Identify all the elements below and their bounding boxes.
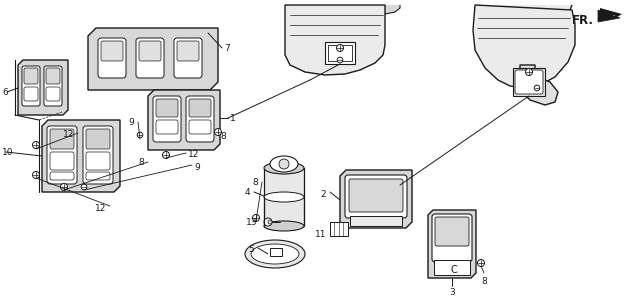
Text: 12: 12	[63, 130, 74, 139]
FancyBboxPatch shape	[156, 99, 178, 117]
FancyBboxPatch shape	[46, 68, 60, 84]
Polygon shape	[42, 120, 120, 192]
Ellipse shape	[251, 244, 299, 264]
Bar	[328, 45, 352, 61]
Polygon shape	[18, 60, 68, 115]
Text: 8: 8	[252, 178, 258, 187]
FancyBboxPatch shape	[101, 41, 123, 61]
FancyBboxPatch shape	[139, 41, 161, 61]
Text: 3: 3	[449, 288, 455, 297]
FancyBboxPatch shape	[47, 126, 77, 184]
Bar	[325, 42, 355, 64]
Circle shape	[337, 57, 343, 63]
Polygon shape	[473, 5, 575, 88]
Text: 5: 5	[248, 245, 254, 254]
Text: 11: 11	[314, 230, 326, 239]
Circle shape	[137, 132, 143, 138]
Ellipse shape	[245, 240, 305, 268]
FancyBboxPatch shape	[153, 96, 181, 142]
FancyBboxPatch shape	[435, 217, 469, 246]
Circle shape	[253, 214, 259, 221]
FancyBboxPatch shape	[177, 41, 199, 61]
Bar	[350, 216, 402, 226]
FancyBboxPatch shape	[44, 66, 62, 106]
Polygon shape	[148, 90, 220, 150]
Circle shape	[279, 159, 289, 169]
Text: 6: 6	[2, 88, 8, 97]
Text: 2: 2	[321, 190, 326, 199]
Bar	[270, 248, 282, 256]
FancyBboxPatch shape	[136, 38, 164, 78]
FancyBboxPatch shape	[186, 96, 214, 142]
Circle shape	[81, 184, 87, 190]
Text: 7: 7	[224, 44, 230, 53]
Polygon shape	[478, 5, 572, 32]
Text: 1: 1	[230, 114, 236, 123]
Bar	[513, 68, 545, 96]
Polygon shape	[290, 5, 400, 18]
FancyBboxPatch shape	[349, 179, 403, 212]
Text: C: C	[451, 265, 458, 275]
Circle shape	[33, 141, 40, 148]
FancyBboxPatch shape	[174, 38, 202, 78]
Text: 8: 8	[481, 277, 487, 286]
Text: 9: 9	[194, 163, 200, 172]
Bar	[330, 222, 348, 236]
Ellipse shape	[264, 162, 304, 174]
Polygon shape	[285, 5, 385, 75]
Polygon shape	[600, 8, 622, 19]
Text: 8: 8	[138, 158, 144, 167]
Text: 9: 9	[128, 118, 134, 127]
FancyBboxPatch shape	[98, 38, 126, 78]
Text: 8: 8	[220, 132, 226, 141]
Circle shape	[61, 184, 67, 191]
Text: 4: 4	[244, 188, 250, 197]
Circle shape	[33, 172, 40, 179]
FancyBboxPatch shape	[432, 214, 472, 262]
Polygon shape	[340, 170, 412, 228]
Bar	[264, 168, 304, 226]
Circle shape	[163, 152, 170, 159]
Polygon shape	[428, 210, 476, 278]
Text: 12: 12	[188, 150, 200, 159]
Circle shape	[525, 68, 532, 75]
Circle shape	[337, 44, 344, 51]
Text: 10: 10	[2, 148, 13, 157]
Circle shape	[477, 260, 484, 266]
Text: 13: 13	[246, 218, 257, 227]
Polygon shape	[598, 10, 620, 22]
Text: 12: 12	[95, 204, 106, 213]
Bar	[434, 260, 470, 275]
Circle shape	[264, 218, 272, 226]
Circle shape	[214, 128, 221, 136]
Ellipse shape	[264, 221, 304, 231]
Circle shape	[268, 220, 272, 224]
FancyBboxPatch shape	[86, 129, 110, 149]
Ellipse shape	[270, 156, 298, 172]
FancyBboxPatch shape	[345, 175, 407, 218]
FancyBboxPatch shape	[50, 129, 74, 149]
Ellipse shape	[264, 192, 304, 202]
FancyBboxPatch shape	[22, 66, 40, 106]
FancyBboxPatch shape	[24, 68, 38, 84]
Circle shape	[534, 85, 540, 91]
FancyBboxPatch shape	[189, 99, 211, 117]
FancyBboxPatch shape	[515, 70, 543, 94]
Polygon shape	[88, 28, 218, 90]
FancyBboxPatch shape	[83, 126, 113, 184]
Text: FR.: FR.	[572, 14, 594, 27]
Polygon shape	[520, 65, 558, 105]
